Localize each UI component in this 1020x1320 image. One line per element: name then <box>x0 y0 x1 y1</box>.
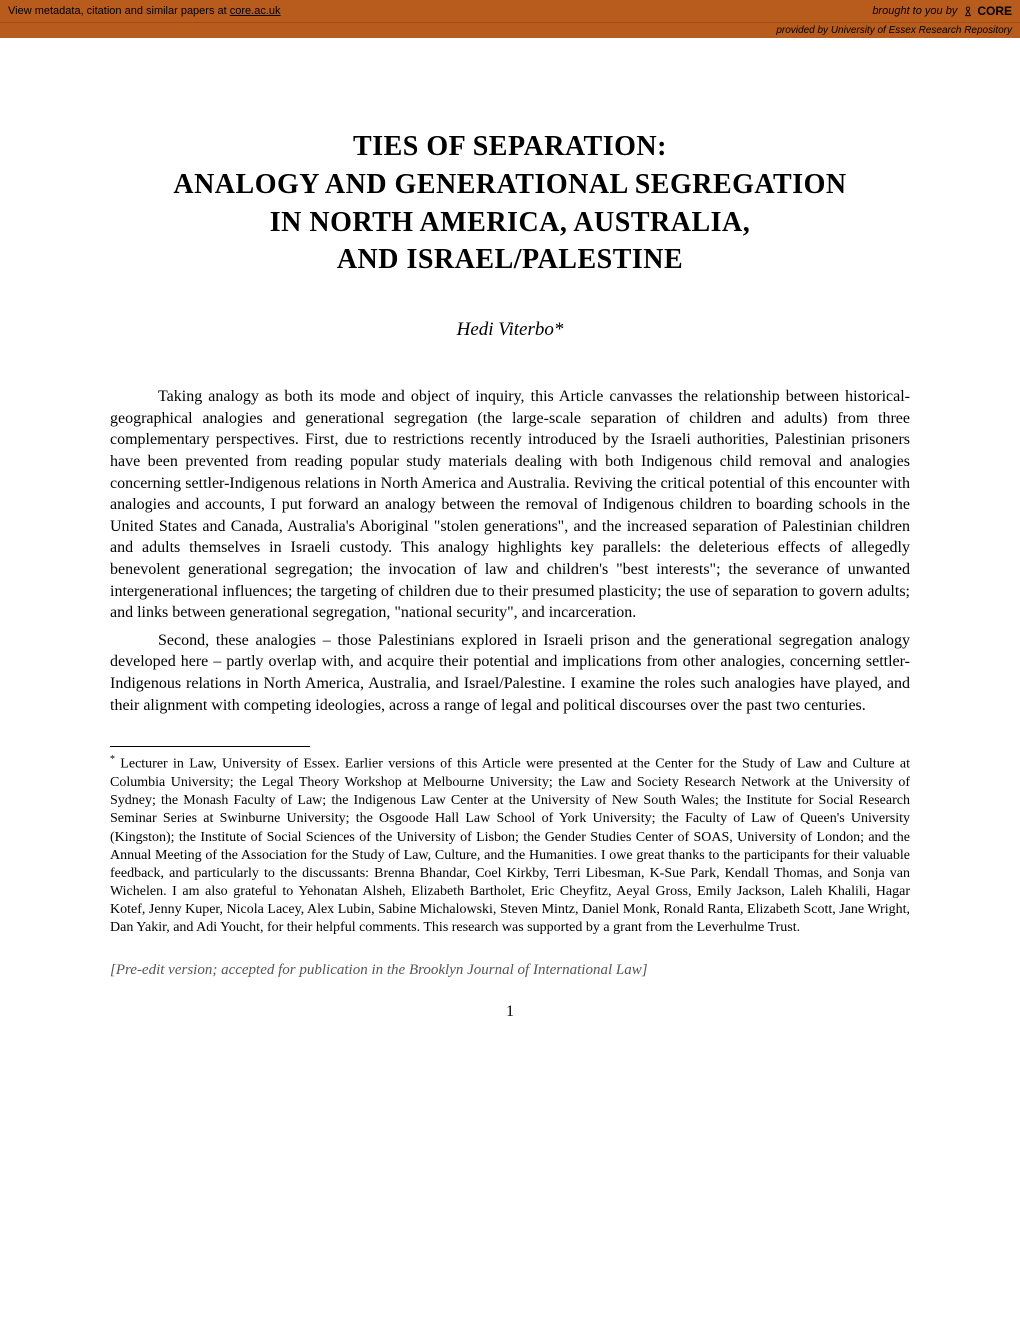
abstract: Taking analogy as both its mode and obje… <box>110 386 910 716</box>
core-brand-text: CORE <box>977 4 1012 18</box>
page-number: 1 <box>110 1003 910 1021</box>
title-line-3: IN NORTH AMERICA, AUSTRALIA, <box>270 207 751 238</box>
banner-right-prefix: brought to you by <box>872 5 957 17</box>
title-line-1: TIES OF SEPARATION: <box>353 131 667 162</box>
title-line-4: AND ISRAEL/PALESTINE <box>337 244 683 275</box>
publication-note: [Pre-edit version; accepted for publicat… <box>110 962 910 979</box>
page-content: TIES OF SEPARATION: ANALOGY AND GENERATI… <box>0 38 1020 1061</box>
author-name: Hedi Viterbo* <box>110 319 910 341</box>
footnote-text: Lecturer in Law, University of Essex. Ea… <box>110 757 910 936</box>
core-attribution: brought to you by CORE <box>872 4 1012 18</box>
provider-link[interactable]: University of Essex Research Repository <box>831 25 1012 36</box>
title-line-2: ANALOGY AND GENERATIONAL SEGREGATION <box>173 169 846 200</box>
core-logo[interactable]: CORE <box>961 4 1012 18</box>
core-provider-banner: provided by University of Essex Research… <box>0 22 1020 38</box>
provider-prefix: provided by <box>776 25 830 36</box>
banner-left-prefix: View metadata, citation and similar pape… <box>8 5 230 17</box>
core-banner: View metadata, citation and similar pape… <box>0 0 1020 22</box>
abstract-para-1: Taking analogy as both its mode and obje… <box>110 386 910 624</box>
footnote-divider <box>110 746 310 747</box>
abstract-para-2: Second, these analogies – those Palestin… <box>110 630 910 716</box>
core-site-link[interactable]: core.ac.uk <box>230 5 281 17</box>
author-footnote: * Lecturer in Law, University of Essex. … <box>110 753 910 938</box>
core-logo-icon <box>961 4 975 18</box>
article-title: TIES OF SEPARATION: ANALOGY AND GENERATI… <box>110 128 910 279</box>
core-metadata-link-text: View metadata, citation and similar pape… <box>8 5 281 17</box>
